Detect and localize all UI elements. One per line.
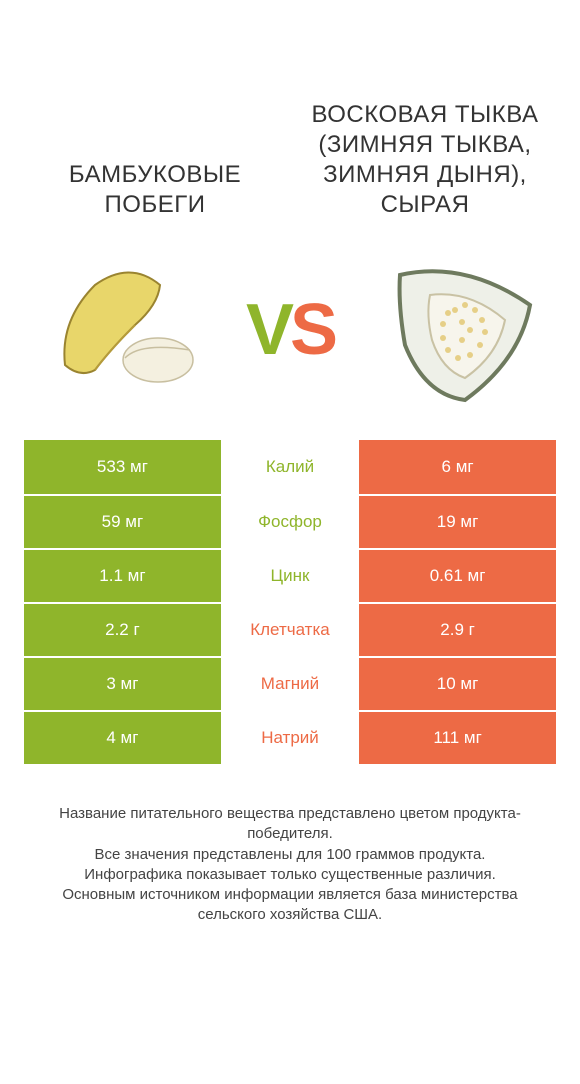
vs-label: VS [246,289,334,371]
vs-v: V [246,289,290,371]
nutrient-name: Натрий [221,712,359,764]
footer-line: Основным источником информации является … [28,885,552,926]
footer-line: Все значения представлены для 100 граммо… [28,845,552,865]
right-value: 2.9 г [359,604,556,656]
nutrient-name: Фосфор [221,496,359,548]
footer-line: Название питательного вещества представл… [28,804,552,845]
product-right-image [370,250,540,410]
nutrient-name: Клетчатка [221,604,359,656]
table-row: 4 мг Натрий 111 мг [24,710,556,764]
product-right-title: ВОСКОВАЯ ТЫКВА (ЗИМНЯЯ ТЫКВА, ЗИМНЯЯ ДЫН… [304,100,547,220]
images-row: VS [0,240,580,440]
product-left-title: БАМБУКОВЫЕ ПОБЕГИ [34,160,277,220]
right-value: 19 мг [359,496,556,548]
left-value: 4 мг [24,712,221,764]
table-row: 59 мг Фосфор 19 мг [24,494,556,548]
product-left-image [40,250,210,410]
vs-s: S [290,289,334,371]
nutrient-name: Магний [221,658,359,710]
table-row: 3 мг Магний 10 мг [24,656,556,710]
header-row: БАМБУКОВЫЕ ПОБЕГИ ВОСКОВАЯ ТЫКВА (ЗИМНЯЯ… [0,0,580,240]
left-value: 1.1 мг [24,550,221,602]
right-value: 0.61 мг [359,550,556,602]
right-value: 6 мг [359,440,556,494]
left-value: 3 мг [24,658,221,710]
left-value: 2.2 г [24,604,221,656]
right-value: 111 мг [359,712,556,764]
left-value: 533 мг [24,440,221,494]
nutrient-name: Цинк [221,550,359,602]
footer-notes: Название питательного вещества представл… [0,764,580,926]
table-row: 1.1 мг Цинк 0.61 мг [24,548,556,602]
table-row: 2.2 г Клетчатка 2.9 г [24,602,556,656]
right-value: 10 мг [359,658,556,710]
table-row: 533 мг Калий 6 мг [24,440,556,494]
footer-line: Инфографика показывает только существенн… [28,865,552,885]
nutrient-table: 533 мг Калий 6 мг 59 мг Фосфор 19 мг 1.1… [0,440,580,764]
nutrient-name: Калий [221,440,359,494]
left-value: 59 мг [24,496,221,548]
